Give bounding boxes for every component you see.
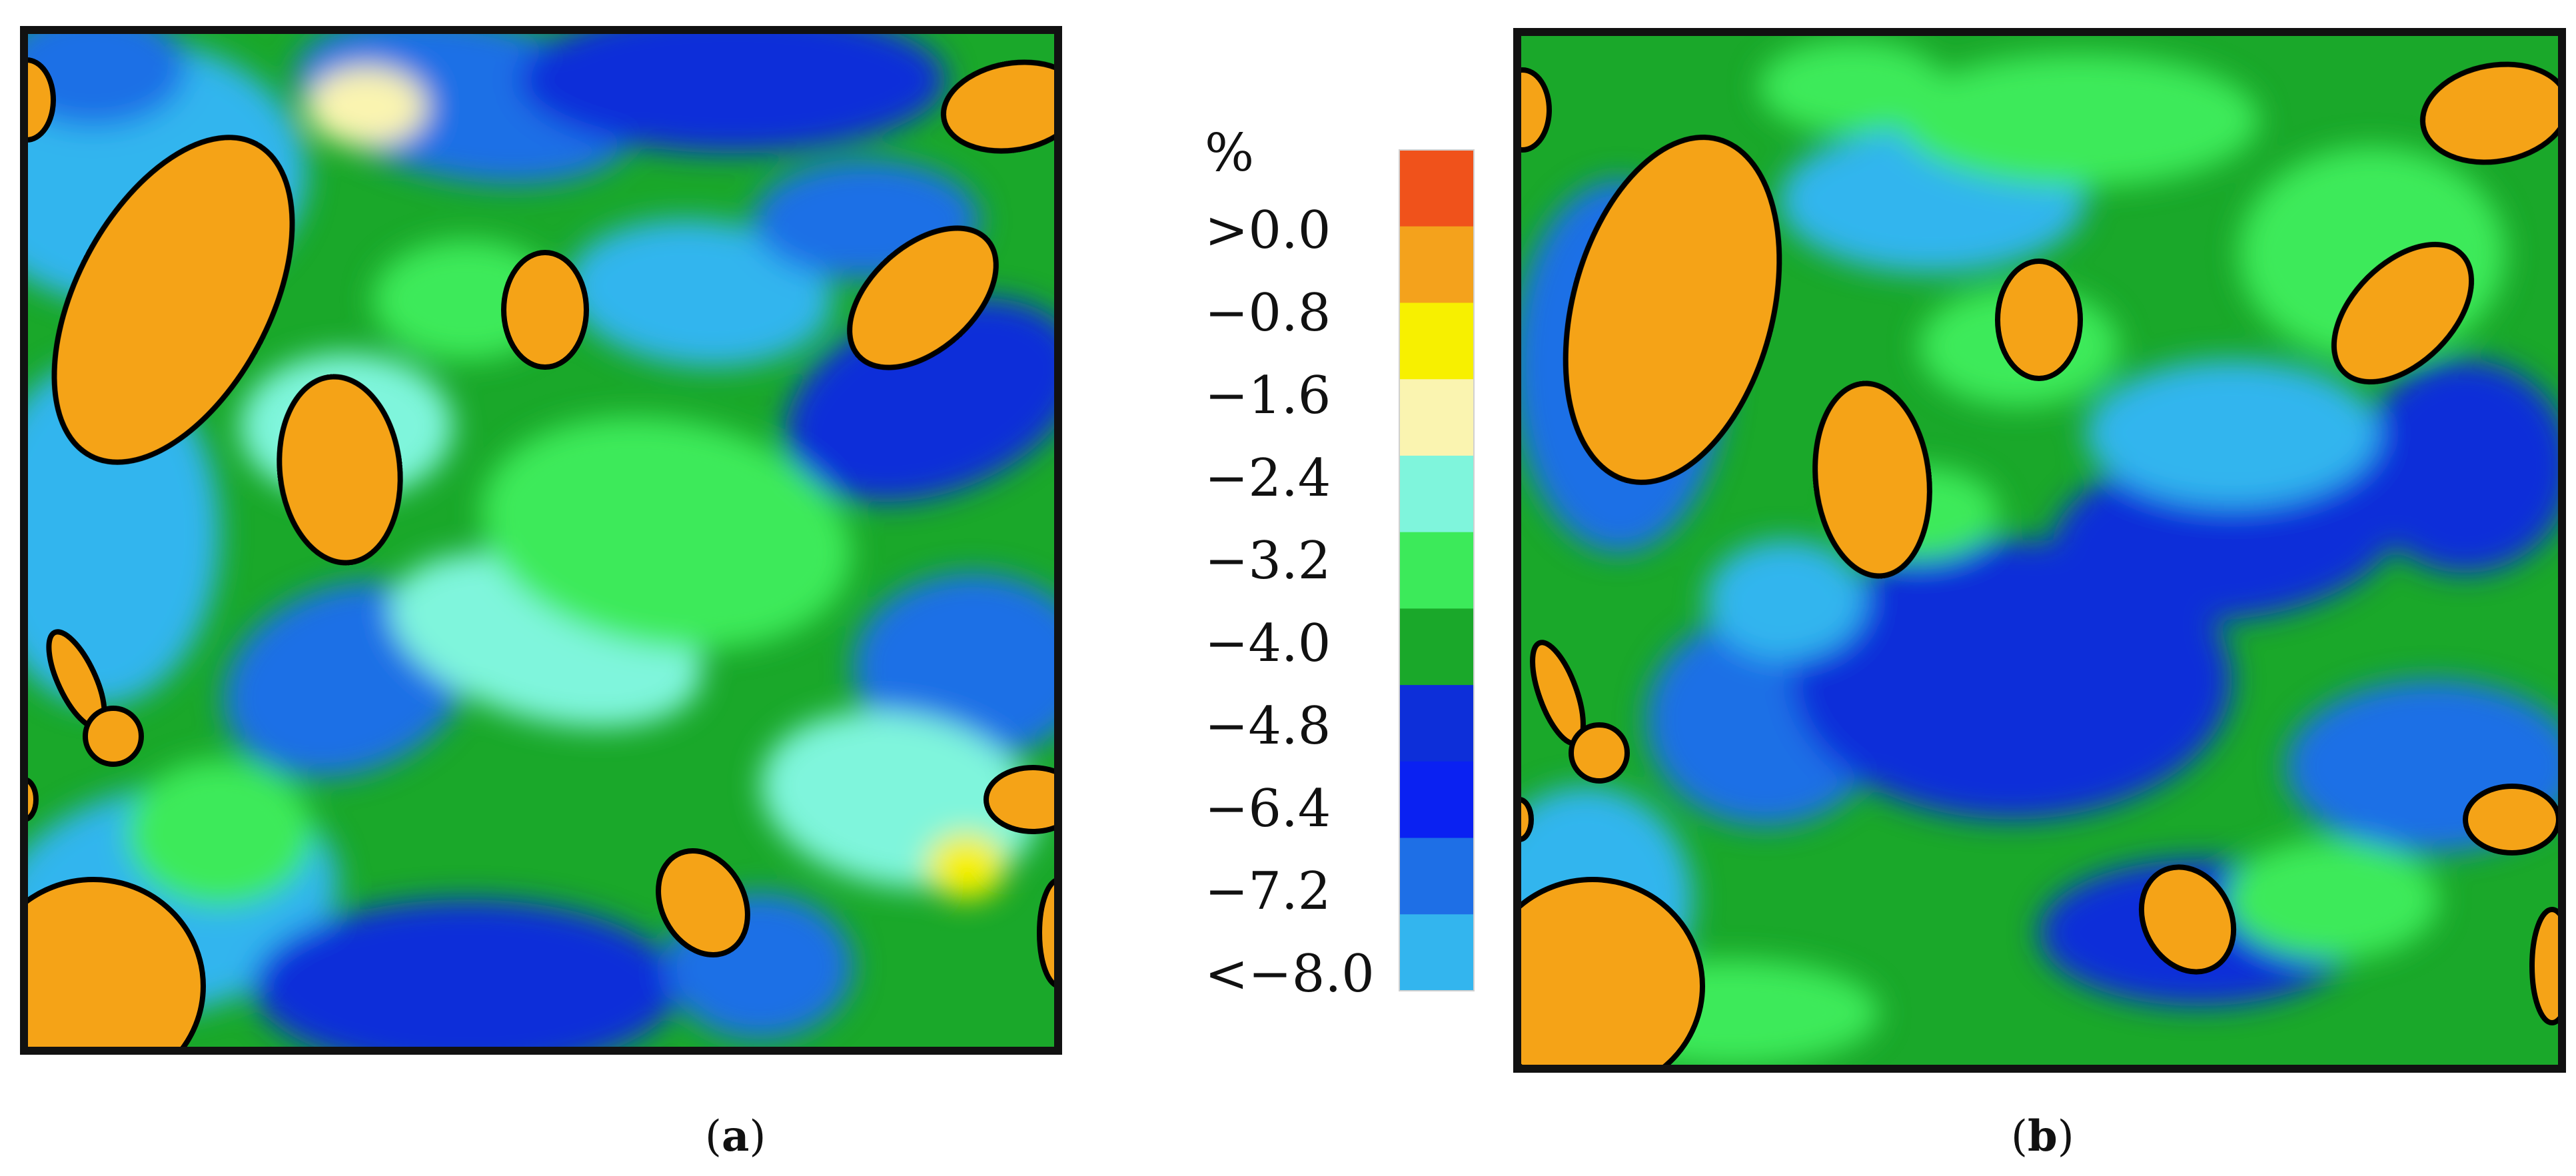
panel-b-strain-field <box>1517 40 2562 1066</box>
legend-swatch <box>1399 150 1474 227</box>
legend-label: >0.0 <box>1205 201 1331 261</box>
legend-label: <−8.0 <box>1205 944 1375 1004</box>
inclusion-ellipse <box>847 225 999 370</box>
legend-label: −4.0 <box>1205 614 1331 674</box>
legend-swatch <box>1399 532 1474 609</box>
inclusion-ellipse <box>2138 864 2237 975</box>
legend-label: −3.2 <box>1205 531 1331 591</box>
strain-region <box>1706 540 1866 660</box>
color-legend: % >0.0 −0.8 −1.6 −2.4 −3.2 −4.0 −4.8 −6.4 −7.2 <−… <box>1205 123 1475 1004</box>
strain-region <box>2086 360 2379 506</box>
strain-region <box>926 833 1006 899</box>
strain-region <box>24 30 187 127</box>
legend-unit: % <box>1205 123 1254 183</box>
contour-panel-a <box>24 30 1058 1051</box>
inclusion-ellipse <box>1569 722 1630 784</box>
legend-swatch <box>1399 761 1474 839</box>
inclusion-ellipse <box>2463 784 2561 856</box>
legend-swatch <box>1399 455 1474 533</box>
strain-region <box>1759 40 1946 133</box>
strain-region <box>481 416 852 650</box>
inclusion-ellipse <box>1812 380 1932 579</box>
panel-a-frame <box>20 26 1062 1055</box>
inclusion-ellipse <box>2529 907 2562 1025</box>
inclusion-ellipse <box>51 135 295 465</box>
strain-region <box>1792 540 2232 820</box>
legend-label: −1.6 <box>1205 366 1331 426</box>
legend-bar-border <box>1399 149 1475 991</box>
legend-swatch <box>1399 226 1474 303</box>
strain-region <box>127 760 313 906</box>
contour-panel-b <box>1517 32 2562 1069</box>
legend-label: −2.4 <box>1205 448 1331 508</box>
legend-swatch <box>1399 685 1474 762</box>
legend-color-bar <box>1399 149 1475 991</box>
legend-label: −4.8 <box>1205 696 1331 756</box>
legend-swatch <box>1399 379 1474 456</box>
legend-labels: >0.0 −0.8 −1.6 −2.4 −3.2 −4.0 −4.8 −6.4 −7.2 <−8.… <box>1205 201 1375 1004</box>
inclusion-ellipse <box>1563 135 1782 485</box>
strain-region <box>520 30 946 153</box>
strain-region <box>2226 840 2439 959</box>
inclusion-ellipse <box>1995 259 2083 381</box>
inclusion-ellipse <box>656 848 750 958</box>
inclusion-ellipse <box>2331 241 2475 385</box>
legend-swatch <box>1399 608 1474 686</box>
inclusion-ellipse <box>501 250 589 370</box>
panel-a-inclusions <box>24 57 1058 1051</box>
inclusion-ellipse <box>983 765 1058 834</box>
strain-region <box>566 219 833 367</box>
inclusion-ellipse <box>1517 877 1705 1069</box>
strain-region <box>1899 53 2259 187</box>
inclusion-ellipse <box>1517 67 1552 153</box>
panel-b-caption: (b) <box>2011 1111 2074 1161</box>
legend-swatch <box>1399 302 1474 380</box>
legend-label: −0.8 <box>1205 283 1331 343</box>
strain-region <box>307 67 426 147</box>
inclusion-ellipse <box>24 877 206 1051</box>
inclusion-ellipse <box>277 374 403 566</box>
legend-swatch <box>1399 838 1474 915</box>
inclusion-ellipse <box>940 59 1058 154</box>
strain-region <box>2359 360 2562 573</box>
panel-a-caption: (a) <box>705 1111 766 1161</box>
inclusion-ellipse <box>1037 877 1058 989</box>
inclusion-ellipse <box>2419 61 2562 165</box>
legend-label: −7.2 <box>1205 862 1331 921</box>
inclusion-ellipse <box>83 706 144 767</box>
panel-b-frame <box>1513 28 2566 1073</box>
strain-region <box>253 899 680 1051</box>
legend-label: −6.4 <box>1205 779 1331 839</box>
legend-swatch <box>1399 914 1474 991</box>
